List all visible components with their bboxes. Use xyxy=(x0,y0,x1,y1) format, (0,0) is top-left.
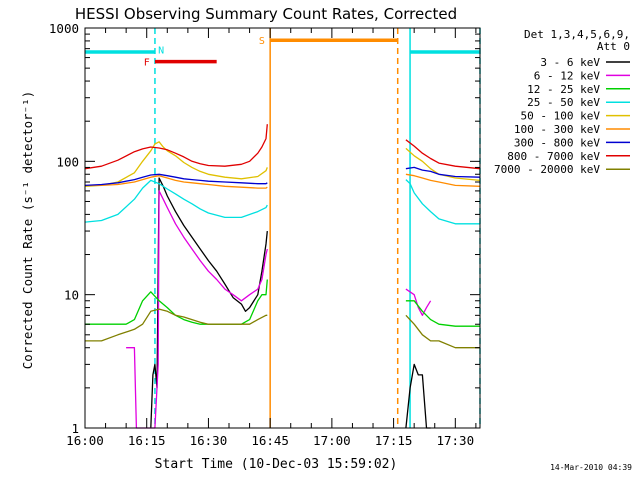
legend-label: 6 - 12 keV xyxy=(534,69,601,82)
series-line-5 xyxy=(85,173,481,189)
legend-label: 3 - 6 keV xyxy=(540,56,600,69)
legend-label: 25 - 50 keV xyxy=(527,96,600,109)
y-tick-label: 1000 xyxy=(49,21,79,36)
timestamp-label: 14-Mar-2010 04:39 xyxy=(550,463,632,472)
y-tick-label: 1 xyxy=(71,421,79,436)
series-line-4 xyxy=(84,141,481,187)
plot-area: NF S 16:00 16:15 16:30 16:45 17:00 17:15 17:30 1 1… xyxy=(49,21,481,448)
series-line-7 xyxy=(84,124,481,170)
chart-title: HESSI Observing Summary Count Rates, Cor… xyxy=(75,5,457,23)
series-line-6 xyxy=(84,166,481,187)
series-line-1 xyxy=(126,190,432,429)
x-tick-label: 16:00 xyxy=(66,433,104,448)
x-tick-label: 16:15 xyxy=(128,433,166,448)
flag-label-n: N xyxy=(158,45,164,56)
y-tick-label: 100 xyxy=(56,154,79,169)
x-tick-label: 16:45 xyxy=(251,433,289,448)
legend-label: 800 - 7000 keV xyxy=(507,150,600,163)
x-tick-label: 17:30 xyxy=(436,433,474,448)
flag-label-f: F xyxy=(144,58,150,69)
x-tick-label: 17:15 xyxy=(375,433,413,448)
series-line-3 xyxy=(84,179,480,225)
x-tick-label: 17:00 xyxy=(313,433,351,448)
series-line-8 xyxy=(85,308,480,349)
legend-label: 50 - 100 keV xyxy=(521,110,601,123)
legend-header: Det 1,3,4,5,6,9, xyxy=(524,28,630,41)
legend-header: Att 0 xyxy=(597,40,630,53)
legend-label: 300 - 800 keV xyxy=(514,136,600,149)
flag-label-s: S xyxy=(259,36,265,47)
series-line-0 xyxy=(150,177,431,429)
x-axis-label: Start Time (10-Dec-03 15:59:02) xyxy=(155,457,398,472)
plot-frame xyxy=(84,27,481,429)
y-tick-label: 10 xyxy=(64,288,79,303)
x-tick-label: 16:30 xyxy=(190,433,228,448)
series-line-2 xyxy=(85,279,480,327)
y-axis-label: Corrected Count Rate (s⁻¹ detector⁻¹) xyxy=(20,91,35,369)
legend-label: 12 - 25 keV xyxy=(527,83,600,96)
legend-label: 7000 - 20000 keV xyxy=(494,163,600,176)
legend-label: 100 - 300 keV xyxy=(514,123,600,136)
